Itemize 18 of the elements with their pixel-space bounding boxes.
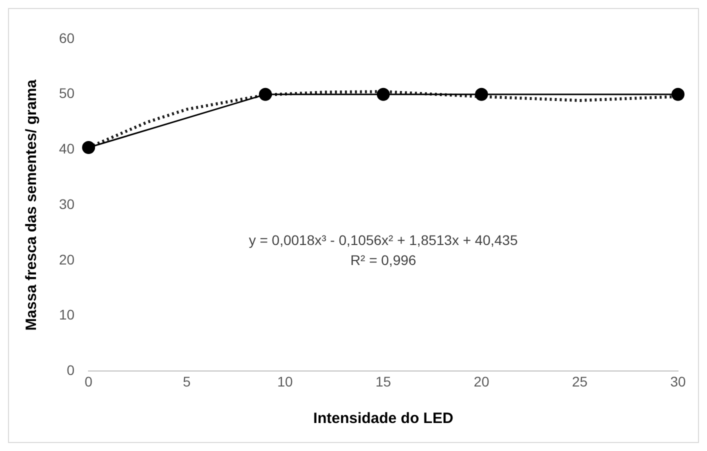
y-axis-title: Massa fresca das sementes/ grama [23,78,40,331]
x-tick-label: 10 [277,373,294,390]
x-tick-label: 5 [182,373,191,390]
y-tick-label: 50 [58,85,75,102]
y-tick-label: 0 [66,362,75,378]
x-tick-label: 15 [375,373,392,390]
y-tick-label: 10 [58,306,75,323]
x-tick-label: 20 [474,373,490,390]
y-tick-label: 40 [58,140,75,157]
annotation: R² = 0,996 [350,252,416,268]
y-tick-label: 20 [58,251,75,268]
y-tick-label: 30 [58,196,75,212]
x-tick-label: 30 [670,373,686,390]
x-tick-label: 25 [572,373,588,390]
x-axis-title: Intensidade do LED [313,410,454,428]
x-tick-label: 0 [84,373,93,390]
y-tick-label: 60 [58,30,75,46]
annotation: y = 0,0018x³ - 0,1056x² + 1,8513x + 40,435 [248,232,518,248]
